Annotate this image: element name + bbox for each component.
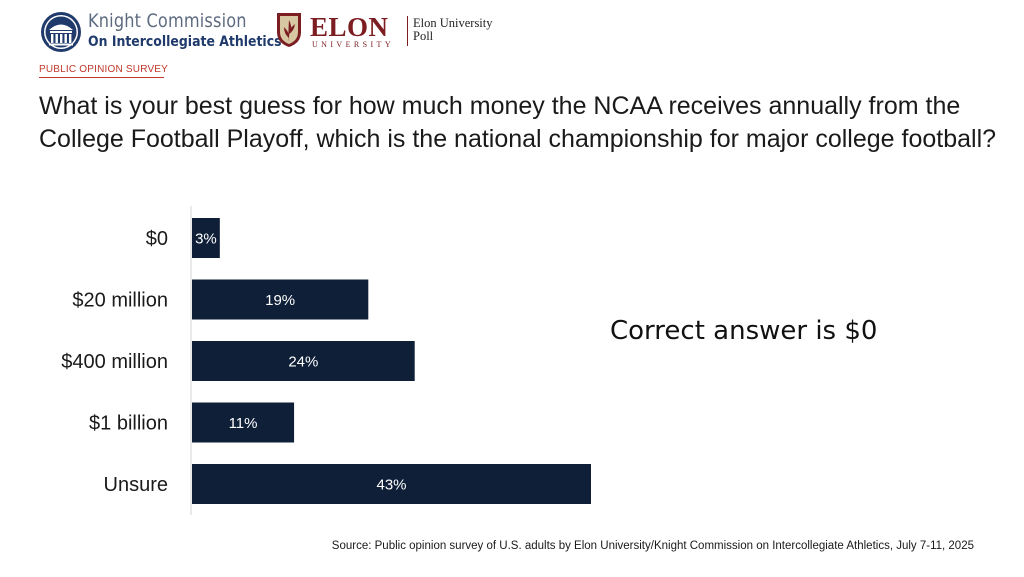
category-label: $400 million — [61, 351, 168, 373]
category-label: $1 billion — [89, 413, 168, 435]
elon-wordmark: ELON — [310, 12, 389, 42]
kicker-underline — [39, 77, 164, 78]
bar — [192, 464, 591, 504]
elon-poll-line-2: Poll — [413, 29, 434, 43]
data-label: 24% — [288, 354, 318, 371]
category-label: Unsure — [104, 474, 168, 496]
knight-commission-logo: Knight Commission On Intercollegiate Ath… — [40, 10, 282, 54]
elon-university-poll-logo: ELON UNIVERSITY Elon University Poll — [276, 12, 506, 52]
elon-university-text: UNIVERSITY — [312, 40, 394, 49]
data-label: 11% — [229, 415, 258, 432]
knight-commission-subtitle: On Intercollegiate Athletics — [88, 34, 282, 50]
elon-poll-line-1: Elon University — [413, 16, 493, 30]
page-title: What is your best guess for how much mon… — [39, 92, 997, 153]
knight-commission-seal-icon — [41, 12, 81, 52]
bar — [192, 402, 295, 443]
category-label: $0 — [146, 228, 168, 250]
correct-answer-callout: Correct answer is $0 — [610, 316, 878, 346]
knight-commission-name: Knight Commission — [88, 10, 247, 32]
bar — [192, 279, 369, 320]
bar — [192, 341, 415, 381]
survey-kicker: PUBLIC OPINION SURVEY — [39, 64, 169, 75]
data-label: 43% — [376, 477, 406, 494]
data-label: 3% — [195, 231, 217, 248]
data-label: 19% — [265, 292, 295, 309]
logo-divider — [407, 16, 408, 46]
source-note: Source: Public opinion survey of U.S. ad… — [331, 540, 974, 552]
bar — [192, 218, 220, 258]
category-label: $20 million — [72, 290, 168, 312]
elon-shield-icon — [277, 13, 301, 47]
